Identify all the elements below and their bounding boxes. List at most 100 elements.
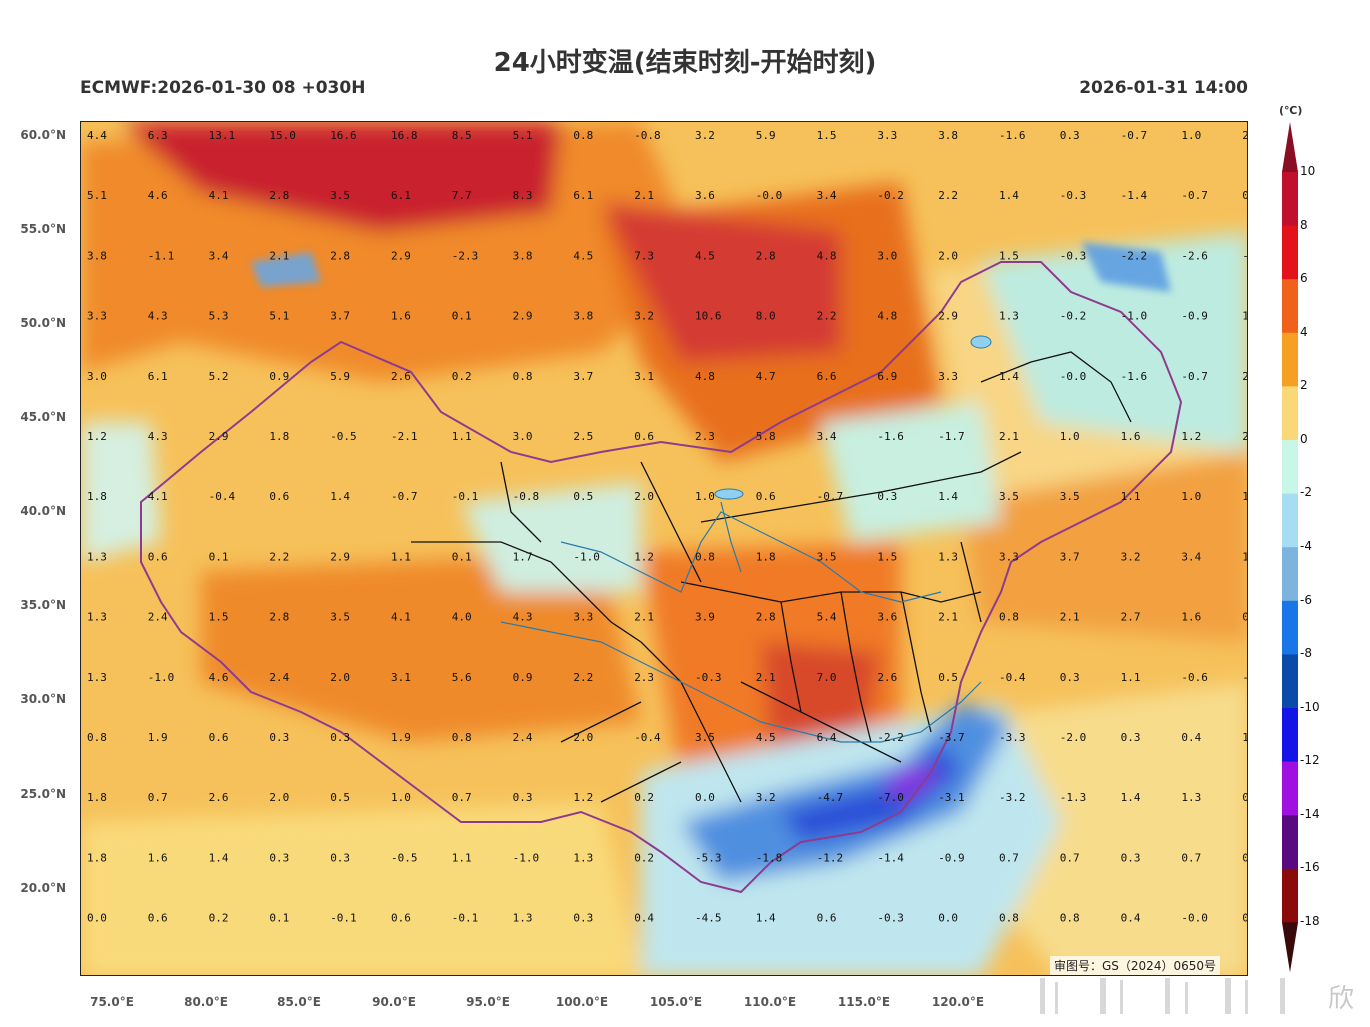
- grid-value-label: 3.5: [695, 731, 715, 744]
- grid-value-label: 5.1: [87, 189, 107, 202]
- national-border: [140, 261, 1183, 894]
- colorbar-top-arrow: [1282, 122, 1298, 172]
- grid-value-label: 3.4: [817, 189, 837, 202]
- grid-value-label: 3.4: [209, 249, 229, 262]
- grid-value-label: 6.9: [877, 370, 897, 383]
- grid-value-label: 1.4: [209, 851, 229, 864]
- grid-value-label: -0.2: [1060, 310, 1087, 323]
- grid-value-label: 0.1: [452, 550, 472, 563]
- grid-value-label: 1.6: [391, 310, 411, 323]
- grid-value-label: 0.3: [877, 490, 897, 503]
- grid-value-label: 5.4: [817, 611, 837, 624]
- grid-value-label: 3.4: [1181, 550, 1201, 563]
- lake-baikal-area: [714, 488, 744, 500]
- grid-value-label: 0.8: [513, 370, 533, 383]
- grid-value-label: 3.5: [330, 611, 350, 624]
- grid-value-label: 0.7: [1181, 851, 1201, 864]
- colorbar-swatch: [1282, 815, 1298, 870]
- lat-label-25: 25.0°N: [20, 787, 66, 801]
- grid-value-label: 2.8: [756, 249, 776, 262]
- colorbar-label: 4: [1300, 325, 1308, 339]
- grid-value-label: 2.2: [938, 189, 958, 202]
- grid-value-label: 2.8: [330, 249, 350, 262]
- grid-value-label: 3.6: [877, 611, 897, 624]
- grid-value-label: -4.7: [817, 791, 844, 804]
- grid-value-label: 2.1: [938, 611, 958, 624]
- grid-value-label: 4.3: [148, 310, 168, 323]
- grid-value-label: 0.9: [269, 370, 289, 383]
- grid-value-label: -0.0: [756, 189, 783, 202]
- province-borders: [411, 351, 1132, 803]
- map-review-number: 审图号：GS（2024）0650号: [1050, 956, 1220, 975]
- grid-value-label: 6.6: [817, 370, 837, 383]
- grid-value-label: 2.1: [1060, 611, 1080, 624]
- grid-value-label: 3.3: [999, 550, 1019, 563]
- grid-value-label: 1.5: [209, 611, 229, 624]
- hot-core-north: [121, 122, 561, 232]
- grid-value-label: -0.9: [1242, 671, 1248, 684]
- grid-value-label: 1.8: [87, 791, 107, 804]
- grid-value-label: 3.3: [938, 370, 958, 383]
- grid-value-label: 3.8: [573, 310, 593, 323]
- colorbar-label: 10: [1300, 164, 1316, 178]
- grid-value-label: 0.4: [1242, 851, 1248, 864]
- colorbar-label: 0: [1300, 432, 1308, 446]
- colorbar-label: -10: [1300, 700, 1320, 714]
- grid-value-label: 1.3: [87, 550, 107, 563]
- grid-value-label: 0.2: [452, 370, 472, 383]
- temperature-change-map[interactable]: 4.4 6.3 13.1 15.0 16.6 16.8 8.5 5.1 0.8 -0.8 3.2 5.…: [80, 121, 1248, 976]
- grid-value-label: 1.3: [87, 671, 107, 684]
- grid-value-label: 0.0: [87, 912, 107, 925]
- lon-label-100: 100.0°E: [555, 995, 609, 1009]
- lon-label-85: 85.0°E: [277, 995, 321, 1009]
- grid-value-label: 4.6: [209, 671, 229, 684]
- grid-value-label: 1.4: [999, 189, 1019, 202]
- grid-value-label: 3.8: [938, 129, 958, 142]
- colorbar-label: -6: [1300, 593, 1312, 607]
- grid-value-label: 0.8: [573, 129, 593, 142]
- grid-value-label: 1.6: [1242, 490, 1248, 503]
- grid-value-label: 0.3: [513, 791, 533, 804]
- grid-value-label: 5.1: [513, 129, 533, 142]
- grid-value-label: 0.7: [452, 791, 472, 804]
- grid-value-label: 0.6: [634, 430, 654, 443]
- grid-value-label: 5.3: [209, 310, 229, 323]
- grid-value-label: 8.5: [452, 129, 472, 142]
- grid-value-label: 5.6: [452, 671, 472, 684]
- grid-value-label: 4.5: [756, 731, 776, 744]
- grid-value-label: 2.1: [756, 671, 776, 684]
- colorbar-label: -12: [1300, 753, 1320, 767]
- lon-label-115: 115.0°E: [837, 995, 891, 1009]
- grid-value-label: 0.0: [938, 912, 958, 925]
- lon-label-90: 90.0°E: [372, 995, 416, 1009]
- grid-value-label: -1.3: [1060, 791, 1087, 804]
- grid-value-label: -0.7: [391, 490, 418, 503]
- grid-value-label: 0.7: [1060, 851, 1080, 864]
- grid-value-label: 1.3: [938, 550, 958, 563]
- cold-patch-northeast: [1081, 242, 1171, 292]
- grid-value-label: 1.0: [391, 791, 411, 804]
- grid-value-label: 2.0: [269, 791, 289, 804]
- grid-value-label: 6.3: [148, 129, 168, 142]
- grid-value-label: -1.4: [1121, 189, 1148, 202]
- grid-value-label: 3.8: [513, 249, 533, 262]
- grid-value-label: 1.9: [148, 731, 168, 744]
- grid-value-label: 0.3: [1060, 129, 1080, 142]
- grid-value-label: 1.3: [513, 912, 533, 925]
- grid-value-label: -2.1: [391, 430, 418, 443]
- grid-value-label: 1.6: [148, 851, 168, 864]
- grid-value-label: -0.3: [695, 671, 722, 684]
- grid-value-label: 13.1: [209, 129, 236, 142]
- lon-label-75: 75.0°E: [90, 995, 134, 1009]
- rivers: [500, 501, 982, 743]
- grid-value-label: -2.0: [1060, 731, 1087, 744]
- grid-value-label: 2.6: [209, 791, 229, 804]
- lat-label-50: 50.0°N: [20, 316, 66, 330]
- grid-value-label: 0.4: [634, 912, 654, 925]
- lat-label-40: 40.0°N: [20, 504, 66, 518]
- grid-value-label: 3.7: [573, 370, 593, 383]
- grid-value-label: 1.0: [1242, 550, 1248, 563]
- grid-value-label: 1.8: [756, 550, 776, 563]
- grid-value-label: 0.3: [1121, 851, 1141, 864]
- grid-value-label: -3.3: [999, 731, 1026, 744]
